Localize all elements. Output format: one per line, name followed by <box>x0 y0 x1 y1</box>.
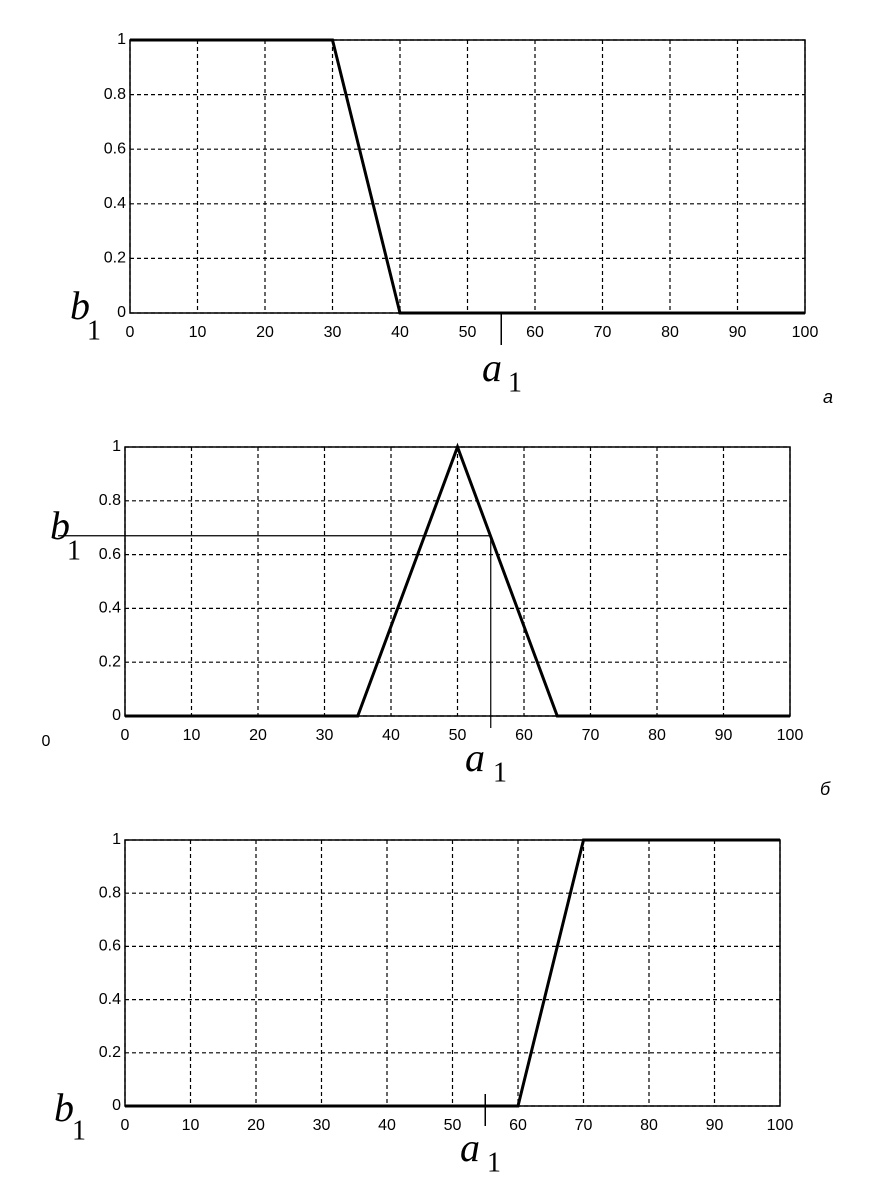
x-tick-label: 20 <box>249 727 267 744</box>
y-axis-label-subscript: 1 <box>67 535 81 566</box>
y-axis-label: b <box>50 503 70 548</box>
x-tick-label: 20 <box>256 324 274 341</box>
y-tick-label: 0 <box>112 1097 121 1114</box>
y-tick-label: 0 <box>112 707 121 724</box>
x-tick-label: 70 <box>582 727 600 744</box>
x-tick-label: 70 <box>575 1117 593 1134</box>
x-tick-label: 40 <box>378 1117 396 1134</box>
x-tick-label: 60 <box>526 324 544 341</box>
annotation: 0 <box>42 733 51 750</box>
x-tick-label: 50 <box>459 324 477 341</box>
x-tick-label: 30 <box>313 1117 331 1134</box>
y-tick-label: 0.8 <box>99 492 121 509</box>
y-tick-label: 0 <box>117 304 126 321</box>
x-tick-label: 60 <box>515 727 533 744</box>
x-tick-label: 80 <box>661 324 679 341</box>
y-axis-label: b <box>70 283 90 328</box>
x-tick-label: 100 <box>777 727 804 744</box>
x-tick-label: 10 <box>183 727 201 744</box>
x-axis-label-subscript: 1 <box>487 1147 501 1177</box>
y-tick-label: 0.6 <box>104 140 126 157</box>
y-tick-label: 1 <box>112 438 121 455</box>
x-tick-label: 0 <box>121 1117 130 1134</box>
x-tick-label: 100 <box>792 324 819 341</box>
y-tick-label: 0.2 <box>99 1044 121 1061</box>
y-tick-label: 0.4 <box>104 195 126 212</box>
x-tick-label: 40 <box>391 324 409 341</box>
x-tick-label: 90 <box>729 324 747 341</box>
x-axis-label: a <box>482 345 502 390</box>
y-tick-label: 0.2 <box>104 250 126 267</box>
x-tick-label: 40 <box>382 727 400 744</box>
x-tick-label: 30 <box>324 324 342 341</box>
y-axis-label-subscript: 1 <box>72 1115 86 1146</box>
x-tick-label: 50 <box>449 727 467 744</box>
x-tick-label: 0 <box>126 324 135 341</box>
y-tick-label: 0.4 <box>99 991 121 1008</box>
y-tick-label: 1 <box>112 831 121 848</box>
x-tick-label: 100 <box>767 1117 794 1134</box>
x-tick-label: 30 <box>316 727 334 744</box>
x-tick-label: 90 <box>706 1117 724 1134</box>
y-tick-label: 0.6 <box>99 938 121 955</box>
x-tick-label: 10 <box>189 324 207 341</box>
x-tick-label: 50 <box>444 1117 462 1134</box>
y-tick-label: 1 <box>117 31 126 48</box>
x-tick-label: 80 <box>640 1117 658 1134</box>
y-tick-label: 0.2 <box>99 653 121 670</box>
y-tick-label: 0.6 <box>99 546 121 563</box>
y-tick-label: 0.8 <box>99 884 121 901</box>
y-tick-label: 0.8 <box>104 86 126 103</box>
x-tick-label: 0 <box>121 727 130 744</box>
x-tick-label: 20 <box>247 1117 265 1134</box>
x-tick-label: 10 <box>182 1117 200 1134</box>
x-tick-label: 70 <box>594 324 612 341</box>
y-axis-label: b <box>54 1085 74 1130</box>
y-tick-label: 0.4 <box>99 600 121 617</box>
x-tick-label: 60 <box>509 1117 527 1134</box>
x-tick-label: 80 <box>648 727 666 744</box>
x-axis-label-subscript: 1 <box>508 367 522 398</box>
panel-label: б <box>820 779 831 799</box>
line <box>130 38 805 315</box>
x-axis-label-subscript: 1 <box>493 757 507 788</box>
x-axis-label: a <box>465 735 485 780</box>
line <box>125 442 790 718</box>
x-axis-label: a <box>460 1125 480 1170</box>
panel-label: а <box>823 387 833 407</box>
x-tick-label: 90 <box>715 727 733 744</box>
y-axis-label-subscript: 1 <box>87 315 101 346</box>
line <box>125 838 780 1108</box>
